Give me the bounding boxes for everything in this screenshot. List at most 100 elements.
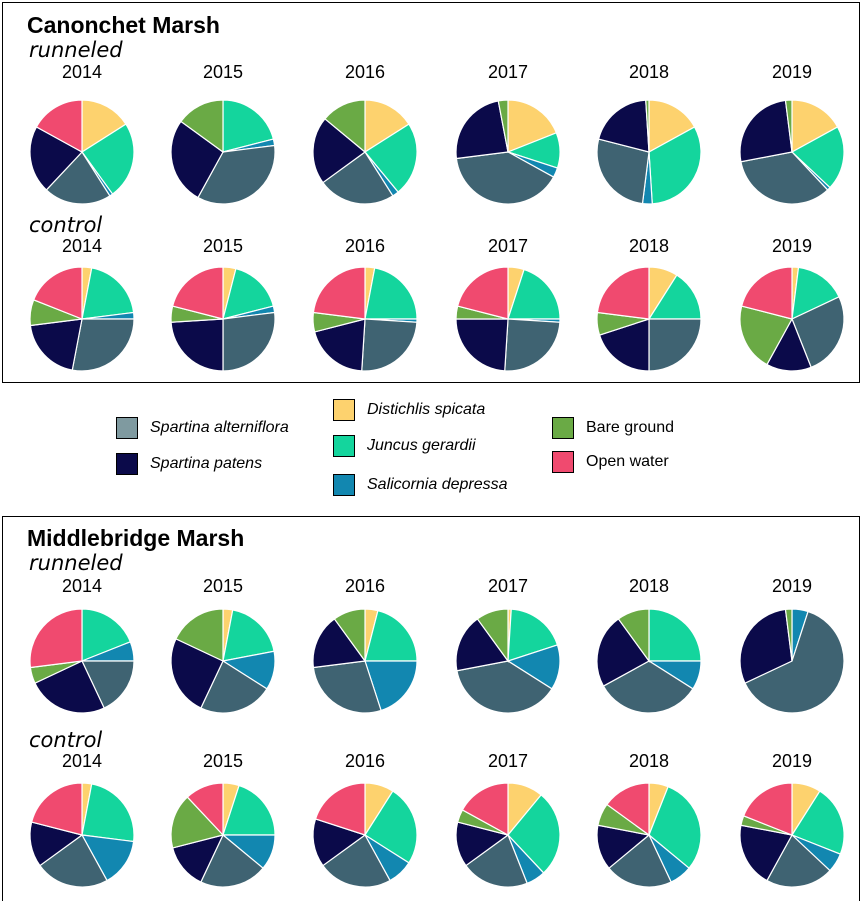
pie-slice-juncus-gerardii [364, 123, 418, 193]
legend-item-bare-ground: Bare ground [552, 417, 674, 439]
pie-year-label: 2018 [629, 576, 669, 596]
pie-chart [739, 782, 845, 888]
pie-slice-distichlis-spicata [791, 99, 839, 154]
pie-slice-juncus-gerardii [364, 609, 418, 662]
pie-slice-spartina-patens [170, 120, 224, 199]
pie-slice-spartina-alterniflora [740, 151, 829, 205]
pie-year-label: 2016 [345, 751, 385, 771]
pie-slice-spartina-alterniflora [71, 318, 135, 372]
pie-year-label: 2017 [488, 576, 528, 596]
pie-slice-spartina-alterniflora [744, 610, 845, 714]
pie-year-label: 2018 [629, 236, 669, 256]
pie-slice-spartina-patens [739, 608, 793, 684]
legend-swatch-spartina-patens [116, 453, 138, 475]
pie-slice-open-water [312, 266, 366, 320]
legend-item-salicornia-depressa: Salicornia depressa [333, 474, 508, 496]
pie-slice-open-water [171, 266, 224, 320]
pie-slice-spartina-alterniflora [455, 151, 555, 205]
pie-slice-bare-ground [645, 99, 650, 153]
legend-swatch-spartina-alterniflora [116, 417, 138, 439]
pie-chart [29, 782, 135, 888]
pie-slice-spartina-alterniflora [200, 834, 264, 888]
pie-slice-spartina-alterniflora [596, 138, 650, 205]
pie-year-label: 2017 [488, 236, 528, 256]
pie-slice-salicornia-depressa [80, 834, 135, 882]
pie-chart [170, 782, 276, 888]
pie-slice-spartina-alterniflora [648, 318, 702, 372]
pie-slice-spartina-alterniflora [504, 318, 561, 372]
pie-slice-open-water [32, 266, 83, 320]
middlebridge-control-label: control [29, 728, 103, 752]
pie-slice-bare-ground [784, 99, 793, 153]
pie-slice-juncus-gerardii [507, 268, 561, 320]
pie-year-label: 2019 [772, 236, 812, 256]
pie-slice-juncus-gerardii [222, 784, 276, 836]
pie-slice-open-water [29, 608, 83, 669]
pie-slice-spartina-patens [34, 660, 105, 714]
pie-chart [596, 782, 702, 888]
pie-slice-juncus-gerardii [81, 608, 132, 662]
pie-slice-spartina-alterniflora [322, 834, 391, 888]
pie-slice-bare-ground [497, 99, 509, 153]
legend-label-open-water: Open water [586, 453, 669, 470]
pie-slice-spartina-patens [739, 99, 793, 163]
pie-slice-juncus-gerardii [648, 608, 702, 662]
pie-slice-juncus-gerardii [791, 790, 845, 855]
pie-slice-spartina-alterniflora [81, 660, 135, 709]
pie-slice-bare-ground [333, 608, 366, 663]
pie-year-label: 2015 [203, 236, 243, 256]
pie-year-label: 2019 [772, 576, 812, 596]
pie-year-label: 2016 [345, 236, 385, 256]
pie-slice-juncus-gerardii [791, 266, 840, 321]
pie-slice-spartina-patens [29, 318, 83, 371]
legend: Spartina alterniflora Spartina patens Di… [0, 392, 865, 502]
pie-slice-spartina-patens [739, 824, 793, 882]
pie-slice-open-water [456, 266, 509, 320]
pie-year-label: 2014 [62, 236, 102, 256]
pie-chart [312, 782, 418, 888]
pie-slice-spartina-patens [455, 618, 510, 672]
pie-chart [29, 99, 135, 205]
pie-slice-distichlis-spicata [81, 99, 127, 154]
pie-chart [170, 99, 276, 205]
pie-year-label: 2014 [62, 62, 102, 82]
pie-slice-bare-ground [175, 608, 224, 662]
pie-chart [739, 266, 845, 372]
canonchet-control-label: control [29, 213, 103, 237]
pie-chart [170, 608, 276, 714]
pie-slice-open-water [314, 782, 366, 836]
pie-slice-spartina-patens [29, 126, 83, 191]
pie-slice-open-water [461, 782, 509, 837]
pie-year-label: 2016 [345, 576, 385, 596]
legend-label-spartina-alterniflora: Spartina alterniflora [150, 419, 289, 436]
pie-slice-spartina-alterniflora [322, 151, 394, 205]
pie-slice-spartina-alterniflora [766, 834, 831, 888]
pie-slice-distichlis-spicata [648, 99, 696, 154]
pie-year-label: 2018 [629, 62, 669, 82]
pie-slice-spartina-alterniflora [791, 296, 845, 369]
legend-item-spartina-patens: Spartina patens [116, 453, 262, 475]
canonchet-panel: Canonchet Marsh runneled control 2014 201… [2, 2, 860, 383]
pie-slice-spartina-alterniflora [39, 834, 108, 888]
pie-slice-bare-ground [180, 99, 224, 154]
pie-slice-spartina-patens [313, 318, 366, 372]
pie-slice-juncus-gerardii [364, 267, 418, 320]
pie-slice-spartina-patens [312, 818, 367, 867]
pie-slice-bare-ground [784, 608, 793, 662]
legend-swatch-open-water [552, 451, 574, 473]
pie-slice-bare-ground [324, 99, 366, 154]
pie-slice-juncus-gerardii [222, 609, 275, 662]
pie-slice-open-water [606, 782, 650, 837]
legend-swatch-distichlis-spicata [333, 399, 355, 421]
pie-slice-open-water [740, 266, 793, 320]
middlebridge-panel: Middlebridge Marsh runneled control 2014… [2, 516, 860, 901]
pie-chart [455, 608, 561, 714]
pie-slice-spartina-patens [598, 318, 650, 372]
pie-slice-open-water [742, 782, 793, 836]
pie-slice-open-water [30, 782, 83, 836]
pie-slice-spartina-alterniflora [312, 660, 382, 714]
pie-slice-juncus-gerardii [222, 99, 275, 153]
pie-chart [455, 266, 561, 372]
pie-slice-juncus-gerardii [648, 785, 702, 869]
pie-chart [312, 266, 418, 372]
